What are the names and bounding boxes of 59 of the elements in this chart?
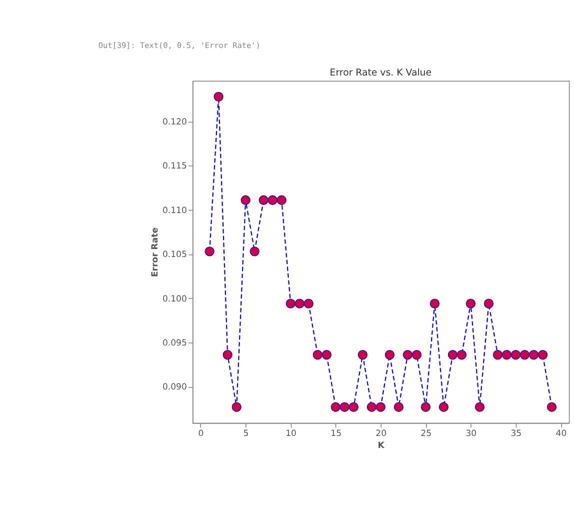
x-tick-label: 35 (510, 429, 522, 440)
point (420, 402, 431, 412)
point (456, 350, 467, 360)
x-axis-title: K (378, 441, 385, 452)
point (384, 350, 395, 360)
point (294, 298, 304, 308)
point (412, 350, 422, 360)
point (240, 195, 250, 205)
point (204, 246, 214, 256)
point (376, 402, 386, 412)
x-tick-label: 10 (286, 429, 296, 440)
chart-title: Error Rate vs. K Value (330, 68, 432, 79)
point (312, 350, 322, 360)
point (502, 350, 512, 360)
y-tick-label: 0.115 (162, 162, 187, 172)
point (538, 350, 548, 360)
point (358, 350, 368, 360)
x-tick-label: 15 (330, 429, 342, 440)
point (402, 350, 413, 360)
point (304, 298, 314, 308)
point (546, 402, 557, 412)
point (528, 350, 539, 360)
point (250, 246, 260, 256)
y-tick-label: 0.120 (162, 117, 187, 128)
x-tick-label: 0 (198, 429, 204, 440)
point (258, 195, 268, 205)
point (232, 402, 242, 412)
y-tick-label: 0.110 (162, 206, 187, 216)
x-tick-label: 25 (420, 429, 432, 440)
point (510, 350, 521, 360)
point (394, 402, 404, 412)
text: Out[39]: Text(0, 0.5, 'Error Rate') (98, 41, 260, 50)
y-axis-title: Error Rate (150, 227, 160, 278)
x-tick-label: 30 (466, 429, 477, 440)
y-tick-label: 0.095 (162, 338, 187, 348)
point (520, 350, 530, 360)
x-tick-label: 40 (556, 429, 567, 440)
point (438, 402, 449, 412)
point (466, 298, 476, 308)
point (492, 350, 503, 360)
point (214, 92, 224, 102)
point (474, 402, 485, 412)
point (430, 298, 440, 308)
x-tick-label: 5 (243, 429, 249, 440)
x-tick-label: 20 (376, 429, 387, 440)
point (286, 298, 296, 308)
point (348, 402, 358, 412)
y-tick-label: 0.090 (162, 382, 187, 393)
point (222, 350, 232, 360)
y-tick-label: 0.105 (162, 250, 187, 260)
point (276, 195, 286, 205)
point (268, 195, 278, 205)
y-tick-label: 0.100 (162, 294, 187, 304)
point (484, 298, 494, 308)
point (330, 402, 340, 412)
point (322, 350, 332, 360)
point (448, 350, 458, 360)
point (366, 402, 376, 412)
point (340, 402, 350, 412)
